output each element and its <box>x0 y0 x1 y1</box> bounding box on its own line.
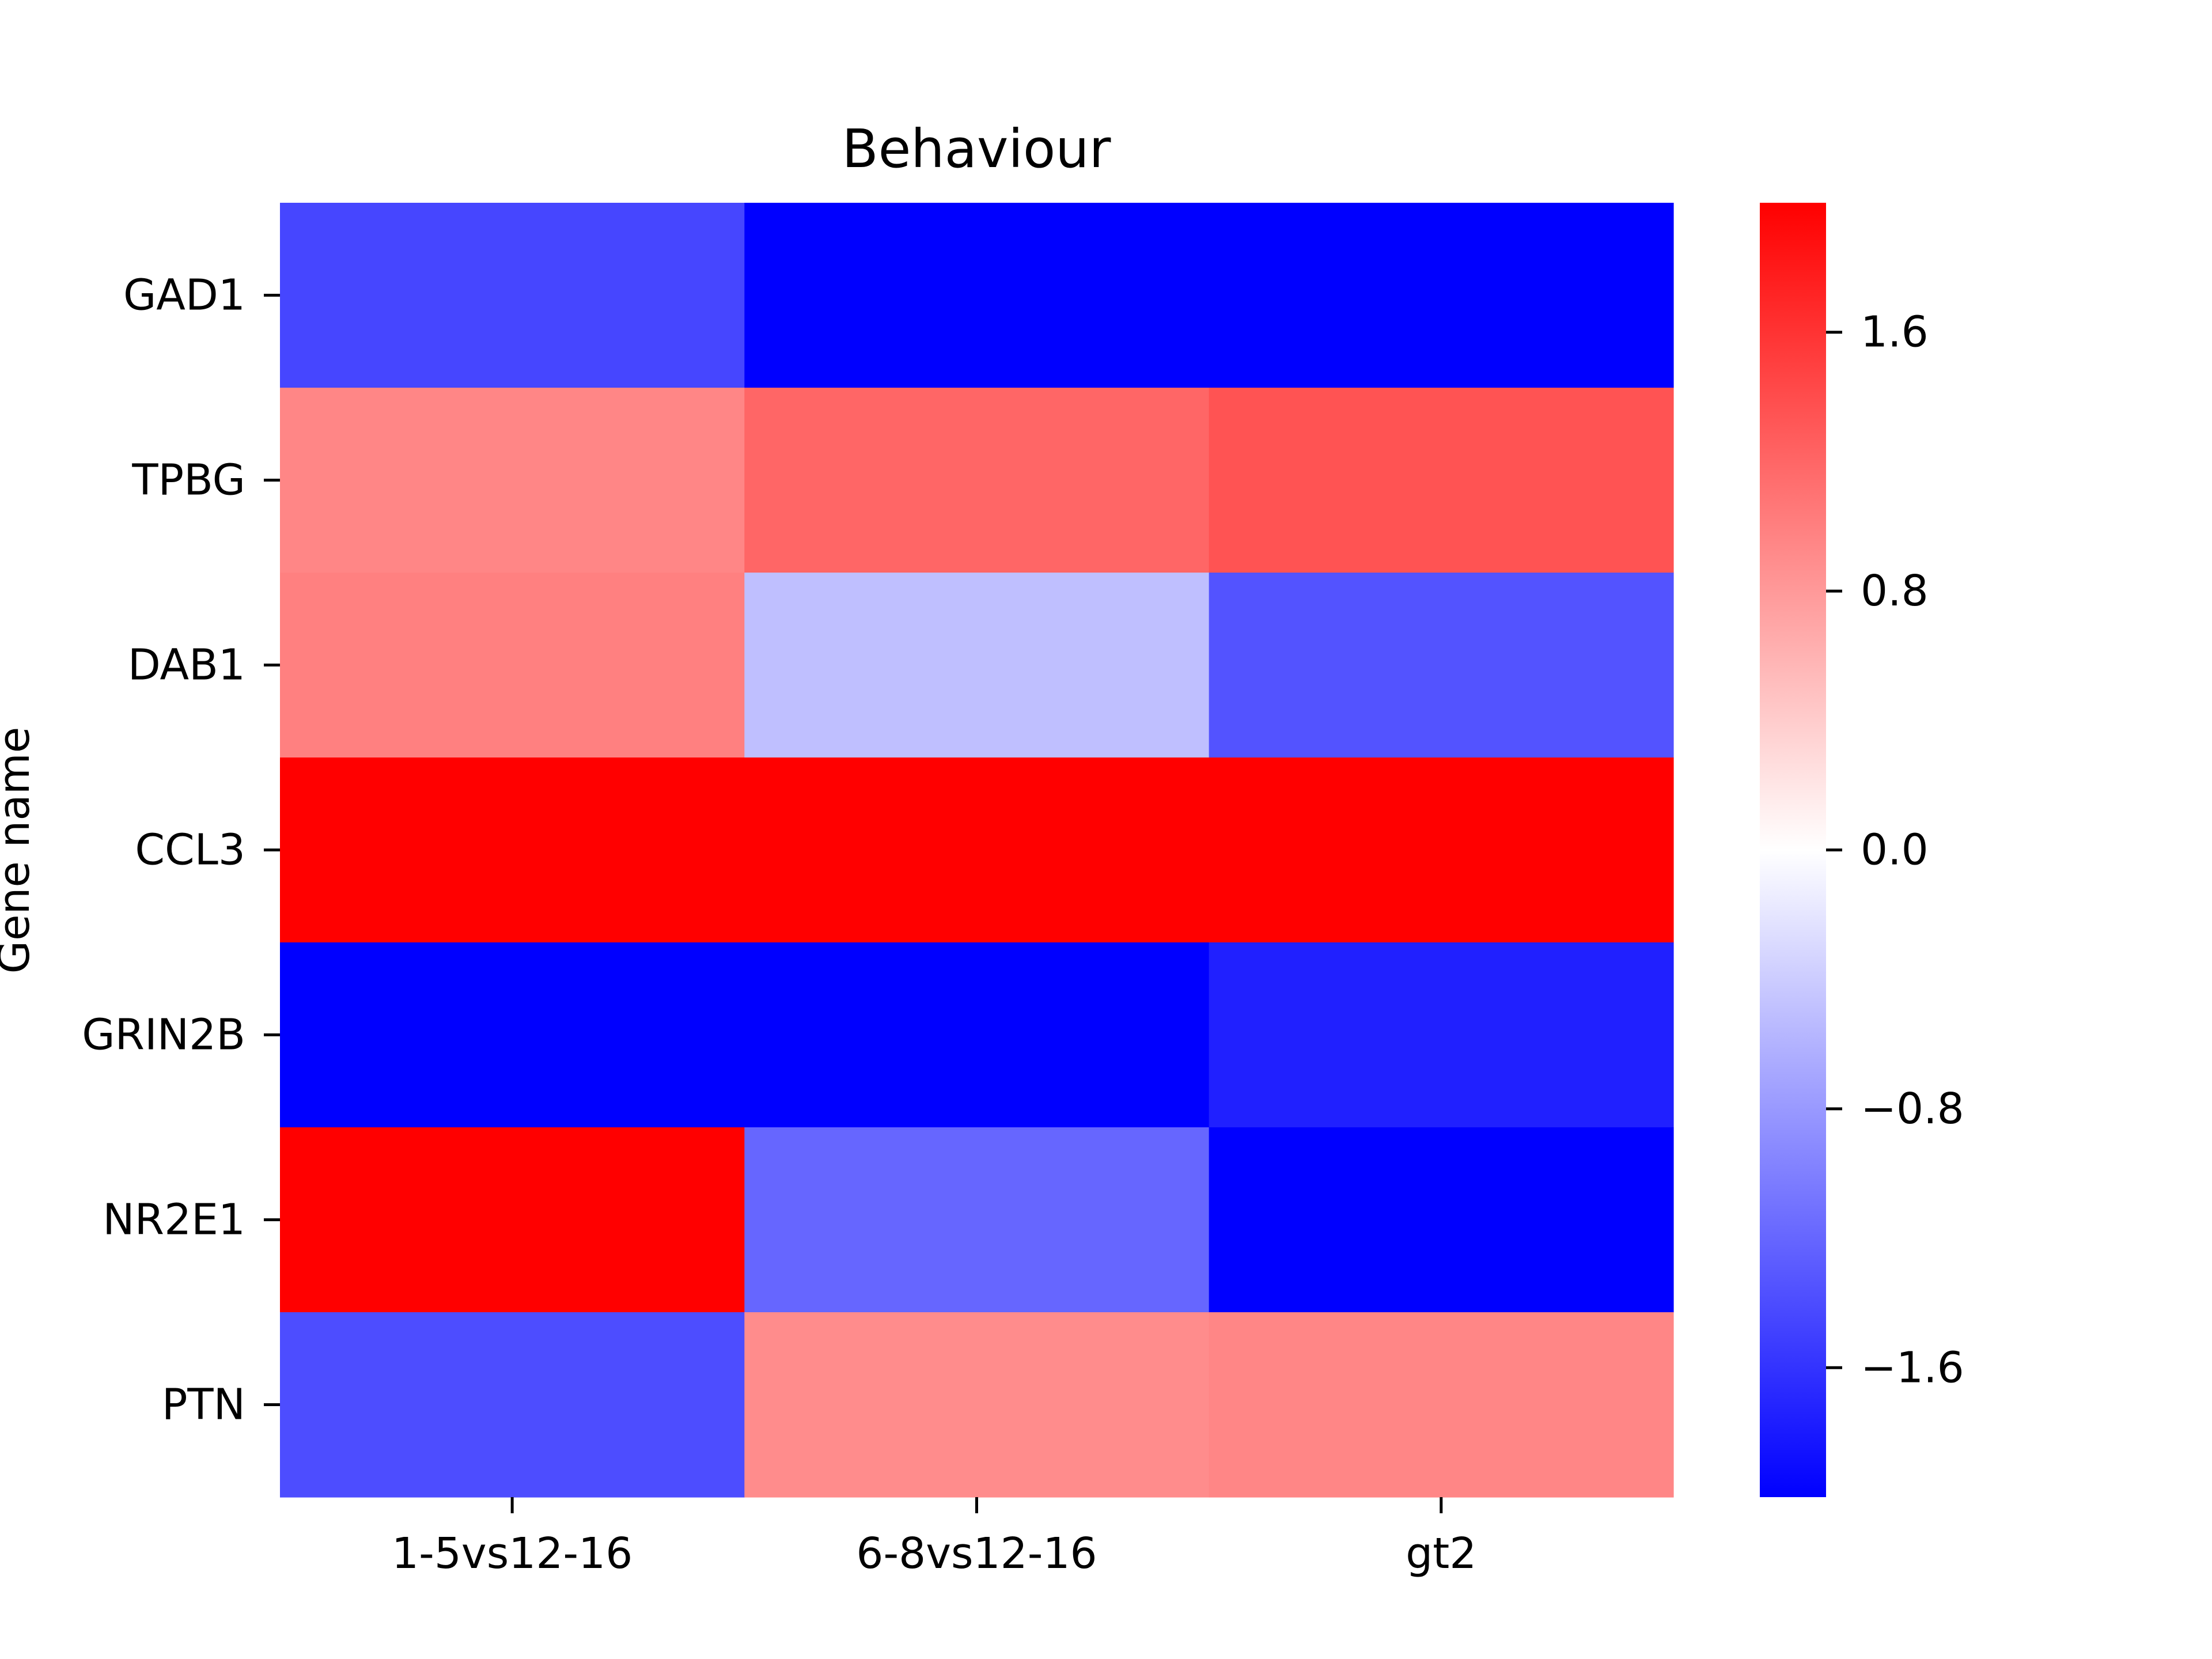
heatmap-cell <box>280 1127 745 1313</box>
heatmap-cell <box>744 1312 1210 1498</box>
x-axis-ticks: 1-5vs12-16 6-8vs12-16 gt2 <box>392 1497 1476 1578</box>
colorbar-tick-label: 0.0 <box>1861 825 1929 875</box>
heatmap-cell <box>744 757 1210 943</box>
x-tick-label: gt2 <box>1406 1529 1476 1578</box>
x-tick-label: 6-8vs12-16 <box>856 1529 1097 1578</box>
heatmap-cell <box>1209 942 1674 1128</box>
heatmap-cell <box>280 203 745 388</box>
y-tick-label: NR2E1 <box>103 1195 245 1245</box>
heatmap-cell <box>744 203 1210 388</box>
colorbar-ticks: 1.6 0.8 0.0 −0.8 −1.6 <box>1826 308 1964 1392</box>
heatmap-cell <box>280 942 745 1128</box>
chart-title: Behaviour <box>842 118 1111 180</box>
heatmap-cell <box>744 1127 1210 1313</box>
y-axis-label: Gene name <box>0 727 39 974</box>
colorbar <box>1760 203 1826 1497</box>
heatmap-cell <box>280 573 745 758</box>
colorbar-tick-label: −1.6 <box>1861 1343 1964 1392</box>
y-axis-ticks: GAD1 TPBG DAB1 CCL3 GRIN2B NR2E1 PTN <box>82 271 280 1430</box>
y-tick-label: GRIN2B <box>82 1010 245 1060</box>
colorbar-tick-label: 0.8 <box>1861 566 1929 616</box>
heatmap-cell <box>280 1312 745 1498</box>
heatmap-cell <box>1209 1312 1674 1498</box>
y-tick-label: DAB1 <box>128 641 245 690</box>
x-tick-label: 1-5vs12-16 <box>392 1529 632 1578</box>
heatmap-cell <box>744 388 1210 573</box>
heatmap-cell <box>1209 1127 1674 1313</box>
y-tick-label: GAD1 <box>123 271 245 320</box>
colorbar-tick-label: −0.8 <box>1861 1084 1964 1134</box>
heatmap-cell <box>744 942 1210 1128</box>
heatmap-cell <box>280 388 745 573</box>
heatmap-cells <box>280 203 1674 1498</box>
y-tick-label: TPBG <box>131 456 245 505</box>
heatmap-cell <box>1209 573 1674 758</box>
heatmap-cell <box>1209 203 1674 388</box>
heatmap-cell <box>1209 757 1674 943</box>
colorbar-tick-label: 1.6 <box>1861 308 1929 357</box>
y-tick-label: PTN <box>162 1380 245 1430</box>
heatmap-cell <box>280 757 745 943</box>
heatmap-cell <box>1209 388 1674 573</box>
heatmap-cell <box>744 573 1210 758</box>
y-tick-label: CCL3 <box>135 825 245 875</box>
